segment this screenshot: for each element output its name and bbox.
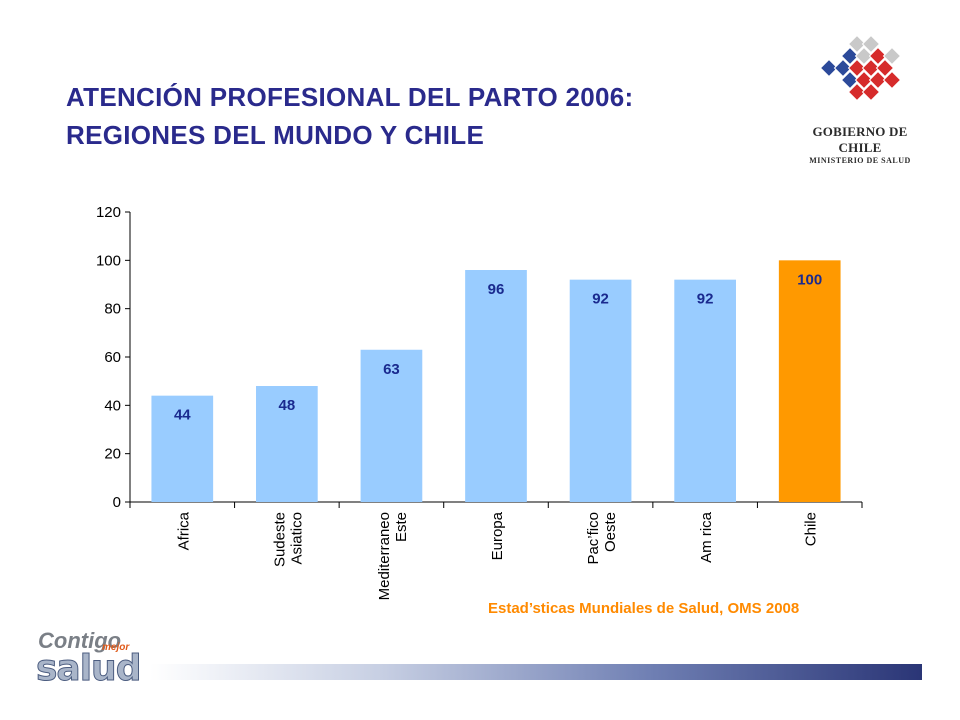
logo-diamond-14	[882, 70, 902, 90]
category-label-5-0: Am rica	[698, 511, 715, 562]
logo-diamond-13	[868, 70, 888, 90]
title-line-1: ATENCIÓN PROFESIONAL DEL PARTO 2006:	[66, 82, 634, 112]
y-tick-label-60: 60	[104, 349, 121, 366]
data-label-5: 92	[697, 291, 714, 308]
chart-source: Estad’sticas Mundiales de Salud, OMS 200…	[488, 600, 800, 617]
gobierno-de-chile-logo	[819, 34, 902, 102]
footer-gradient-bar	[150, 664, 922, 680]
logo-diamond-2	[840, 46, 860, 66]
logo-diamond-10	[875, 58, 895, 78]
bar-6	[778, 260, 841, 502]
logo-line-2: MINISTERIO DE SALUD	[809, 156, 911, 165]
logo-diamond-15	[847, 82, 867, 102]
logo-diamond-4	[868, 46, 888, 66]
y-tick-label-20: 20	[104, 446, 121, 463]
category-label-3-0: Europa	[489, 511, 506, 560]
page-title: ATENCIÓN PROFESIONAL DEL PARTO 2006: REG…	[66, 78, 786, 154]
bar-1	[256, 386, 318, 502]
logo-diamond-0	[847, 34, 867, 54]
logo-diamond-8	[847, 58, 867, 78]
y-tick-label-100: 100	[96, 252, 121, 269]
category-label-6-0: Chile	[803, 512, 820, 546]
data-label-3: 96	[488, 281, 505, 298]
category-label-4-0: Pac’fico	[585, 512, 602, 565]
bar-2	[360, 349, 423, 502]
logo-diamond-5	[882, 46, 902, 66]
data-label-0: 44	[174, 407, 191, 424]
bar-4	[569, 279, 632, 502]
bar-3	[465, 270, 527, 502]
y-tick-label-40: 40	[104, 397, 121, 414]
bar-5	[674, 279, 736, 502]
logo-diamond-11	[840, 70, 860, 90]
gobierno-logo-text: GOBIERNO DE CHILE MINISTERIO DE SALUD	[795, 124, 925, 165]
logo-diamond-9	[861, 58, 881, 78]
y-tick-label-80: 80	[104, 301, 121, 318]
title-line-2: REGIONES DEL MUNDO Y CHILE	[66, 120, 485, 150]
logo-diamond-6	[819, 58, 839, 78]
data-label-6: 100	[797, 271, 822, 288]
y-tick-label-120: 120	[96, 204, 121, 221]
category-label-2-1: Este	[393, 512, 410, 542]
data-label-1: 48	[279, 397, 296, 414]
data-label-2: 63	[383, 361, 400, 378]
logo-diamond-12	[854, 70, 874, 90]
category-label-0-0: Africa	[175, 511, 192, 550]
logo-diamond-1	[861, 34, 881, 54]
logo-diamond-16	[861, 82, 881, 102]
logo-diamond-3	[854, 46, 874, 66]
logo-diamond-grid	[819, 34, 902, 102]
y-tick-label-0: 0	[113, 494, 121, 511]
brand-salud: salud	[35, 648, 141, 690]
brand-mejor: mejor	[102, 642, 130, 653]
logo-line-1: GOBIERNO DE CHILE	[812, 124, 908, 155]
logo-diamond-7	[833, 58, 853, 78]
brand-contigo: Contigo	[38, 628, 122, 653]
data-label-4: 92	[592, 291, 609, 308]
contigo-mejor-salud-logo: Contigo mejor salud	[34, 628, 154, 694]
category-label-4-1: Oeste	[602, 512, 619, 552]
category-label-1-1: Asiatico	[288, 512, 305, 565]
category-label-2-0: Mediterraneo	[376, 512, 393, 600]
category-label-1-0: Sudeste	[271, 512, 288, 567]
bar-0	[151, 395, 214, 502]
